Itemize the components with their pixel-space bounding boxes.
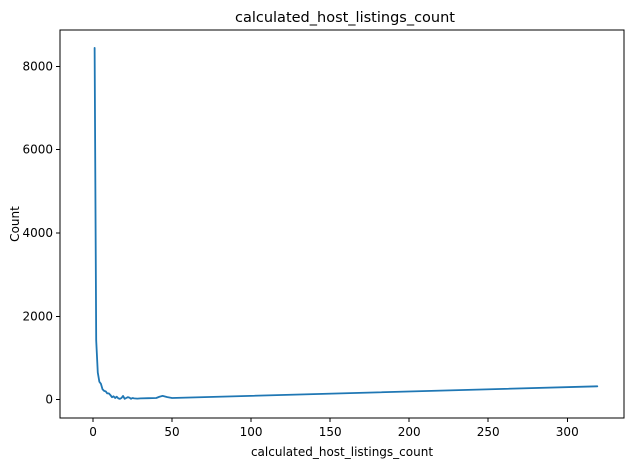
series-line (93, 47, 599, 400)
y-tick-label: 6000 (22, 143, 53, 157)
x-axis-ticks: 0 50 100 150 200 250 300 (89, 418, 579, 439)
y-axis-ticks: 0 2000 4000 6000 8000 (22, 59, 60, 407)
x-axis-label: calculated_host_listings_count (251, 445, 433, 459)
x-tick-label: 300 (556, 425, 579, 439)
x-tick-label: 50 (164, 425, 179, 439)
y-axis-label: Count (8, 206, 22, 242)
chart-title: calculated_host_listings_count (235, 10, 455, 26)
x-tick-label: 0 (89, 425, 97, 439)
y-tick-label: 0 (45, 393, 53, 407)
y-tick-label: 2000 (22, 309, 53, 323)
x-tick-label: 150 (319, 425, 342, 439)
x-tick-label: 100 (240, 425, 263, 439)
y-tick-label: 8000 (22, 59, 53, 73)
y-tick-label: 4000 (22, 226, 53, 240)
x-tick-label: 200 (398, 425, 421, 439)
plot-area (93, 47, 599, 400)
axes-frame (59, 29, 625, 419)
x-tick-label: 250 (477, 425, 500, 439)
